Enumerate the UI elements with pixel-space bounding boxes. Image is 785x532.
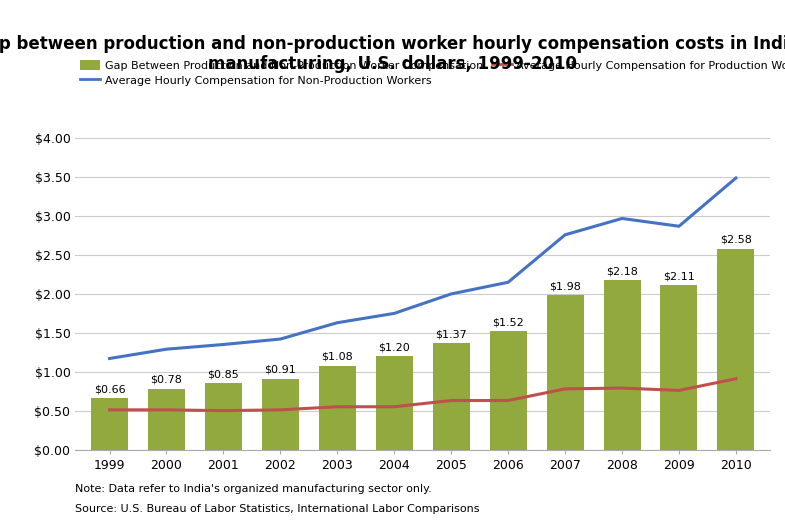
Text: $0.78: $0.78 — [151, 375, 182, 385]
Text: $2.18: $2.18 — [606, 266, 638, 276]
Text: $0.85: $0.85 — [207, 370, 239, 379]
Text: $2.11: $2.11 — [663, 271, 695, 281]
Text: Note: Data refer to India's organized manufacturing sector only.: Note: Data refer to India's organized ma… — [75, 484, 432, 494]
Text: $2.58: $2.58 — [720, 235, 752, 245]
Bar — [660, 285, 698, 450]
Bar — [604, 280, 641, 450]
Bar — [490, 331, 527, 450]
Bar — [546, 295, 583, 450]
Bar — [91, 398, 128, 450]
Bar — [262, 379, 299, 450]
Text: $0.66: $0.66 — [93, 384, 126, 394]
Bar — [433, 343, 469, 450]
Bar — [148, 389, 185, 450]
Text: $1.08: $1.08 — [321, 352, 353, 362]
Legend: Gap Between Production and Non-Production Worker Compensation, Average Hourly Co: Gap Between Production and Non-Productio… — [80, 60, 785, 86]
Text: $1.98: $1.98 — [550, 281, 581, 292]
Bar — [319, 365, 356, 450]
Text: $1.20: $1.20 — [378, 342, 410, 352]
Text: $1.52: $1.52 — [492, 318, 524, 327]
Text: $1.37: $1.37 — [436, 329, 467, 339]
Text: Source: U.S. Bureau of Labor Statistics, International Labor Comparisons: Source: U.S. Bureau of Labor Statistics,… — [75, 504, 480, 514]
Bar — [205, 384, 242, 450]
Bar — [376, 356, 413, 450]
Text: $0.91: $0.91 — [265, 365, 296, 375]
Text: Gap between production and non-production worker hourly compensation costs in In: Gap between production and non-productio… — [0, 35, 785, 73]
Bar — [717, 249, 754, 450]
